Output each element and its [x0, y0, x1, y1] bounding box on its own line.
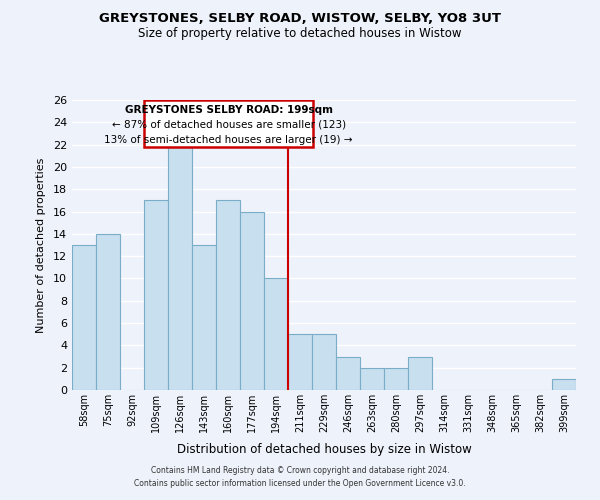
Bar [408, 356, 432, 390]
Text: ← 87% of detached houses are smaller (123): ← 87% of detached houses are smaller (12… [112, 120, 346, 130]
Bar [144, 100, 313, 147]
Text: GREYSTONES SELBY ROAD: 199sqm: GREYSTONES SELBY ROAD: 199sqm [125, 105, 332, 115]
X-axis label: Distribution of detached houses by size in Wistow: Distribution of detached houses by size … [176, 444, 472, 456]
Bar [384, 368, 408, 390]
Bar [312, 334, 336, 390]
Bar [240, 212, 264, 390]
Bar [360, 368, 384, 390]
Bar [192, 245, 216, 390]
Text: 13% of semi-detached houses are larger (19) →: 13% of semi-detached houses are larger (… [104, 134, 353, 144]
Bar [216, 200, 240, 390]
Bar [96, 234, 120, 390]
Text: Size of property relative to detached houses in Wistow: Size of property relative to detached ho… [138, 28, 462, 40]
Bar [168, 144, 192, 390]
Text: Contains HM Land Registry data © Crown copyright and database right 2024.
Contai: Contains HM Land Registry data © Crown c… [134, 466, 466, 487]
Bar [144, 200, 168, 390]
Y-axis label: Number of detached properties: Number of detached properties [36, 158, 46, 332]
Bar [288, 334, 312, 390]
Bar [72, 245, 96, 390]
Bar [336, 356, 360, 390]
Bar [552, 379, 576, 390]
Text: GREYSTONES, SELBY ROAD, WISTOW, SELBY, YO8 3UT: GREYSTONES, SELBY ROAD, WISTOW, SELBY, Y… [99, 12, 501, 26]
Bar [264, 278, 288, 390]
